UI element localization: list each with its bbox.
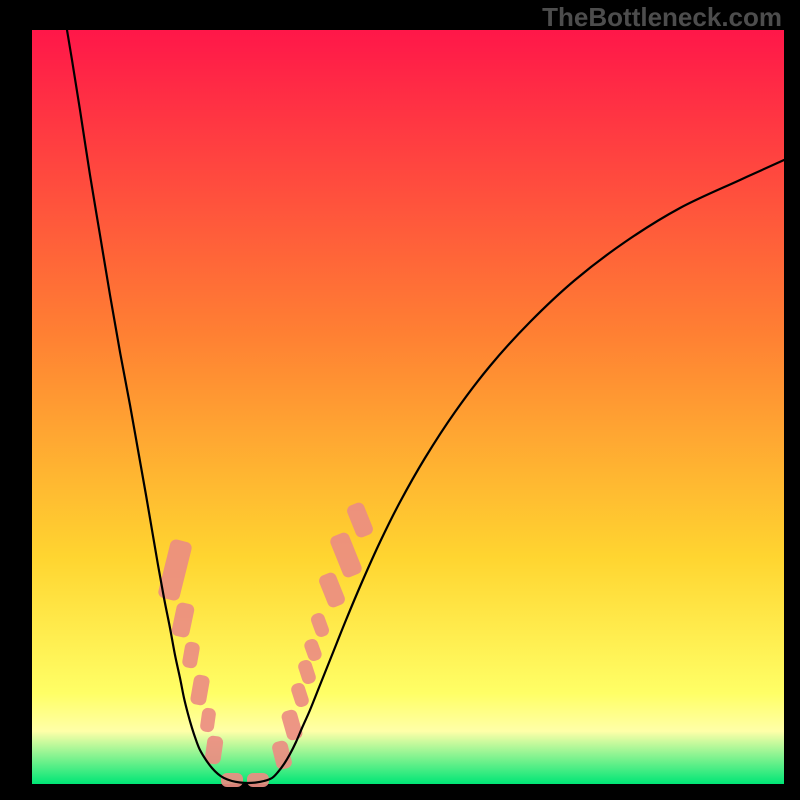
- markers-group: [157, 501, 375, 787]
- curve-marker: [328, 531, 363, 579]
- curve-marker: [303, 637, 324, 662]
- curve-marker: [297, 658, 318, 685]
- chart-frame: TheBottleneck.com: [0, 0, 800, 800]
- curve-marker: [190, 674, 211, 706]
- curve-marker: [345, 501, 374, 539]
- curve-marker: [290, 681, 311, 708]
- curve-marker: [317, 571, 346, 609]
- curve-marker: [199, 707, 216, 733]
- chart-overlay: [0, 0, 800, 800]
- curve-marker: [309, 611, 330, 638]
- curve-marker: [181, 641, 200, 669]
- bottleneck-curve: [67, 30, 784, 783]
- curve-marker: [171, 602, 196, 639]
- curve-marker: [280, 708, 304, 741]
